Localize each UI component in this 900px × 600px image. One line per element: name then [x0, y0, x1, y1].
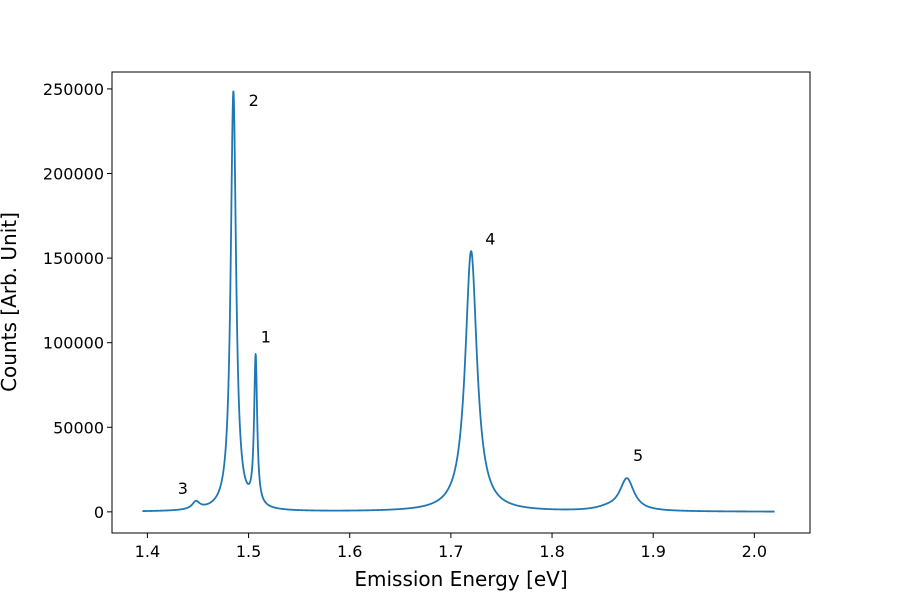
plot-area: [112, 72, 810, 533]
peak-label: 5: [633, 446, 643, 465]
series-line: [141, 90, 776, 513]
y-tick-label: 0: [94, 503, 104, 522]
peak-label: 4: [485, 230, 495, 249]
peak-label: 2: [249, 91, 259, 110]
x-axis-label: Emission Energy [eV]: [354, 567, 567, 591]
x-axis-ticks: 1.4 1.5 1.6 1.7 1.8 1.9 2.0: [135, 533, 767, 561]
x-tick-label: 1.9: [640, 542, 665, 561]
series-layer: [141, 90, 776, 513]
plot-frame: [111, 71, 811, 534]
x-tick-label: 2.0: [742, 542, 767, 561]
y-tick-label: 150000: [43, 249, 104, 268]
peak-label: 3: [178, 479, 188, 498]
y-axis-label: Counts [Arb. Unit]: [0, 212, 21, 392]
x-tick-label: 1.8: [539, 542, 564, 561]
y-axis-ticks: 0 50000 100000 150000 200000 250000: [43, 80, 112, 522]
peak-label: 1: [261, 328, 271, 347]
x-tick-label: 1.4: [135, 542, 160, 561]
x-tick-label: 1.6: [337, 542, 362, 561]
peak-annotations: 2 1 4 3 5: [178, 91, 643, 498]
y-tick-label: 100000: [43, 334, 104, 353]
x-tick-label: 1.7: [438, 542, 463, 561]
y-tick-label: 250000: [43, 80, 104, 99]
y-tick-label: 200000: [43, 165, 104, 184]
x-tick-label: 1.5: [236, 542, 261, 561]
y-tick-label: 50000: [53, 418, 104, 437]
